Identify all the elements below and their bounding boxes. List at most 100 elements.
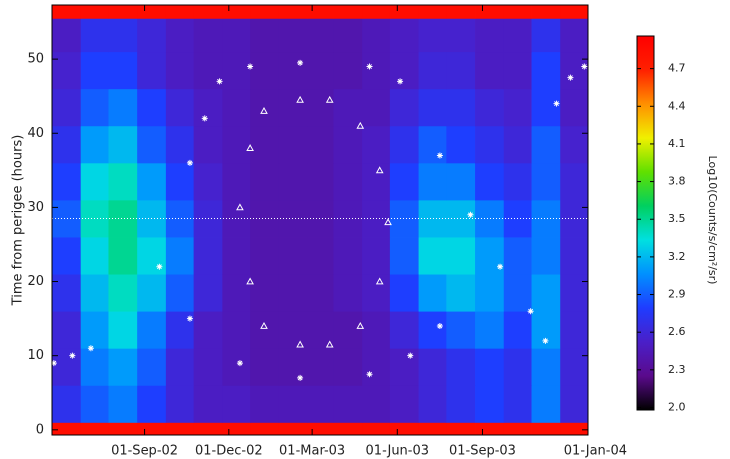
orbit-marker [356, 121, 365, 129]
orbit-marker [366, 371, 373, 378]
heatmap-cell [418, 385, 447, 423]
heatmap-cell [222, 237, 251, 275]
heatmap-cell [389, 274, 419, 312]
orbit-marker [325, 340, 334, 348]
heatmap-cell [333, 348, 363, 386]
heatmap-cell [80, 88, 109, 127]
orbit-marker [581, 63, 588, 70]
heatmap-cell [503, 385, 532, 423]
heatmap-cell [531, 274, 561, 312]
heatmap-cell [307, 125, 334, 164]
heatmap-cell [80, 5, 109, 19]
heatmap-cell [137, 385, 167, 423]
orbit-marker [366, 63, 373, 70]
heatmap-cell [531, 88, 561, 127]
heatmap-cell [250, 237, 280, 275]
heatmap-cell [531, 311, 561, 349]
heatmap-cell [362, 125, 391, 164]
orbit-marker [527, 308, 534, 315]
heatmap-cell [503, 88, 532, 127]
heatmap-cell [333, 5, 363, 19]
heatmap-cell [52, 237, 82, 275]
heatmap-cell [250, 311, 280, 349]
orbit-marker [156, 263, 163, 270]
heatmap-cell [278, 422, 308, 436]
heatmap-cell [108, 237, 138, 275]
heatmap-cell [137, 125, 167, 164]
heatmap-cell [418, 237, 447, 275]
heatmap-cell [362, 422, 391, 436]
heatmap-cell [333, 51, 363, 90]
orbit-marker [296, 340, 304, 348]
heatmap-cell [475, 162, 505, 201]
heatmap-cell [362, 162, 391, 201]
heatmap-cell [193, 125, 223, 164]
heatmap-cell [389, 385, 419, 423]
heatmap-cell [278, 311, 308, 349]
heatmap-cell [389, 5, 419, 19]
heatmap-cell [475, 51, 505, 90]
heatmap-cell [250, 348, 280, 386]
heatmap-cell [560, 348, 589, 386]
heatmap-cell [52, 422, 82, 436]
heatmap-cell [307, 385, 334, 423]
heatmap-cell [137, 274, 167, 312]
y-tick-label: 40 [27, 126, 44, 141]
heatmap-cell [250, 422, 280, 436]
heatmap-cell [52, 385, 82, 423]
orbit-marker [384, 218, 392, 226]
heatmap-cell [531, 51, 561, 90]
heatmap-cell [503, 162, 532, 201]
heatmap-cell [52, 311, 82, 349]
orbit-marker [325, 95, 334, 103]
heatmap-cell [503, 125, 532, 164]
heatmap-cell [333, 274, 363, 312]
heatmap-cell [193, 274, 223, 312]
orbit-marker [375, 166, 384, 174]
heatmap-cell [475, 422, 505, 436]
heatmap-cell [137, 237, 167, 275]
heatmap-cell [389, 18, 419, 53]
heatmap-cell [475, 5, 505, 19]
heatmap-cell [362, 88, 391, 127]
heatmap-cell [446, 385, 476, 423]
heatmap-cell [278, 237, 308, 275]
heatmap-cell [108, 385, 138, 423]
heatmap-cell [165, 274, 195, 312]
heatmap-cell [52, 18, 82, 53]
heatmap-cell [446, 422, 476, 436]
heatmap-cell [503, 237, 532, 275]
heatmap-cell [389, 88, 419, 127]
heatmap-cell [222, 5, 251, 19]
heatmap-cell [222, 422, 251, 436]
orbit-marker [87, 345, 94, 352]
heatmap-cell [333, 199, 363, 238]
heatmap-cell [503, 311, 532, 349]
heatmap-cell [278, 125, 308, 164]
x-tick-label: 01-Dec-02 [195, 444, 263, 459]
heatmap-cell [137, 88, 167, 127]
heatmap-cell [80, 162, 109, 201]
orbit-marker [236, 360, 243, 367]
heatmap-cell [503, 274, 532, 312]
heatmap-cell [193, 88, 223, 127]
heatmap-cell [193, 18, 223, 53]
heatmap-cell [560, 88, 589, 127]
heatmap-cell [446, 237, 476, 275]
heatmap-cell [446, 5, 476, 19]
colorbar-tick-label: 2.9 [668, 288, 686, 301]
heatmap-cell [475, 274, 505, 312]
heatmap-cell [307, 5, 334, 19]
heatmap-cell [446, 51, 476, 90]
heatmap-cell [165, 125, 195, 164]
heatmap-cell [418, 125, 447, 164]
y-tick-label: 20 [27, 274, 44, 289]
heatmap-cell [80, 274, 109, 312]
heatmap-cell [531, 162, 561, 201]
heatmap-cell [222, 199, 251, 238]
heatmap-cell [165, 422, 195, 436]
heatmap-cell [222, 88, 251, 127]
heatmap-cell [137, 348, 167, 386]
heatmap-cell [307, 422, 334, 436]
heatmap-cell [389, 422, 419, 436]
